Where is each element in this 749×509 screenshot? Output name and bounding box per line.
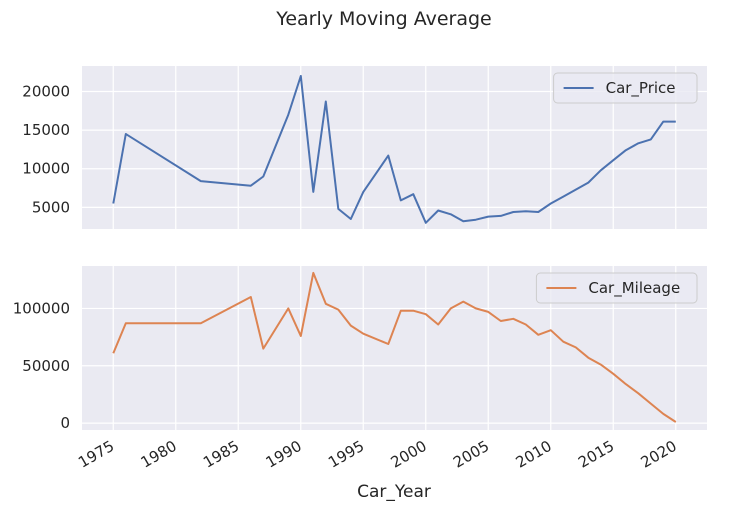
x-tick-label: 2005 [450,437,492,472]
series-line-car-price [112,75,676,224]
x-tick-label: 2015 [575,437,617,472]
x-tick-label: 2020 [638,437,680,472]
x-axis-label: Car_Year [357,482,431,502]
legend: Car_Price [553,72,698,104]
panel-1: 5000 10000 15000 20000 Car_Price [22,66,707,229]
x-tick-label: 2010 [513,437,555,472]
legend-box [535,272,698,304]
y-tick-label: 20000 [22,82,70,100]
chart-title: Yearly Moving Average [275,8,492,30]
y-tick-label: 15000 [22,121,70,139]
series-line-car-mileage [112,271,677,423]
panel-2: 0 50000 100000 Car_Mileage [13,266,707,432]
x-tick-label: 1980 [138,437,180,472]
legend-box [553,72,698,104]
x-tick-label: 2000 [388,437,430,472]
y-tick-label: 5000 [32,198,70,216]
legend: Car_Mileage [535,272,698,304]
y-tick-label: 50000 [22,357,70,375]
y-tick-label: 100000 [13,299,70,317]
x-tick-label: 1975 [75,437,117,472]
y-tick-label: 10000 [22,160,70,178]
legend-label: Car_Mileage [588,279,680,298]
x-tick-label: 1985 [200,437,242,472]
x-tick-label: 1990 [263,437,305,472]
x-tick-label: 1995 [325,437,367,472]
legend-label: Car_Price [606,79,676,98]
y-tick-label: 0 [60,414,70,432]
